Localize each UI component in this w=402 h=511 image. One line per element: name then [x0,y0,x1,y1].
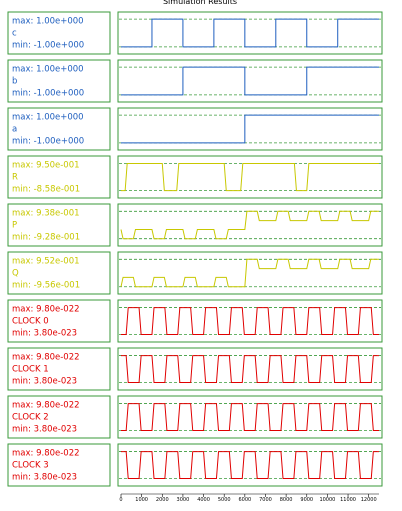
x-tick-label: 11000 [340,497,356,503]
x-tick-label: 9000 [300,497,313,503]
plot-box [117,251,383,295]
x-tick-label: 5000 [218,497,231,503]
x-tick-label: 8000 [280,497,293,503]
label-box [7,347,111,391]
plot-box [117,395,383,439]
label-box [7,11,111,55]
max-label: max: 9.50e-001 [12,161,80,171]
signal-name: Q [12,269,19,279]
label-box [7,155,111,199]
signal-name: CLOCK 0 [12,317,49,327]
max-label: max: 9.80e-022 [12,401,80,411]
label-box [7,59,111,103]
plot-box [117,347,383,391]
signal-name: CLOCK 1 [12,365,49,375]
chart-title: Simulation Results [163,0,237,6]
min-label: min: -9.28e-001 [12,233,80,243]
waveform [121,114,379,144]
plot-box [117,203,383,247]
max-label: max: 1.00e+000 [12,113,84,123]
waveform [121,66,379,96]
x-tick-label: 3000 [177,497,190,503]
signal-name: CLOCK 2 [12,413,49,423]
x-tick-label: 0 [119,497,122,503]
signal-name: P [12,221,17,231]
signal-name: b [12,77,17,87]
max-label: max: 1.00e+000 [12,17,84,27]
waveform [121,355,379,383]
waveform [120,258,379,288]
max-label: max: 9.80e-022 [12,353,80,363]
plot-box [117,155,383,199]
waveform [121,403,379,431]
x-tick-label: 2000 [156,497,169,503]
waveform [120,210,379,240]
label-box [7,107,111,151]
min-label: min: -1.00e+000 [12,137,84,147]
plot-box [117,11,383,55]
signal-name: a [12,125,17,135]
min-label: min: -8.58e-001 [12,185,80,195]
waveform [121,163,379,192]
max-label: max: 9.80e-022 [12,449,80,459]
x-tick-label: 10000 [319,497,335,503]
max-label: max: 9.52e-001 [12,257,80,267]
plot-box [117,299,383,343]
waveform [121,18,379,48]
label-box [7,443,111,487]
signal-name: CLOCK 3 [12,461,49,471]
waveform [121,451,379,479]
x-tick-label: 1000 [135,497,148,503]
x-tick-label: 12000 [361,497,377,503]
min-label: min: -1.00e+000 [12,41,84,51]
max-label: max: 1.00e+000 [12,65,84,75]
max-label: max: 9.80e-022 [12,305,80,315]
min-label: min: -1.00e+000 [12,89,84,99]
min-label: min: 3.80e-023 [12,473,77,483]
x-tick-label: 4000 [197,497,210,503]
min-label: min: 3.80e-023 [12,329,77,339]
waveform [121,307,379,335]
label-box [7,251,111,295]
min-label: min: -9.56e-001 [12,281,80,291]
max-label: max: 9.38e-001 [12,209,80,219]
plot-box [117,107,383,151]
plot-box [117,443,383,487]
label-box [7,299,111,343]
x-tick-label: 7000 [259,497,272,503]
signal-name: c [12,29,17,39]
plot-box [117,59,383,103]
signal-name: R [12,173,18,183]
min-label: min: 3.80e-023 [12,425,77,435]
x-tick-label: 6000 [238,497,251,503]
label-box [7,203,111,247]
label-box [7,395,111,439]
min-label: min: 3.80e-023 [12,377,77,387]
